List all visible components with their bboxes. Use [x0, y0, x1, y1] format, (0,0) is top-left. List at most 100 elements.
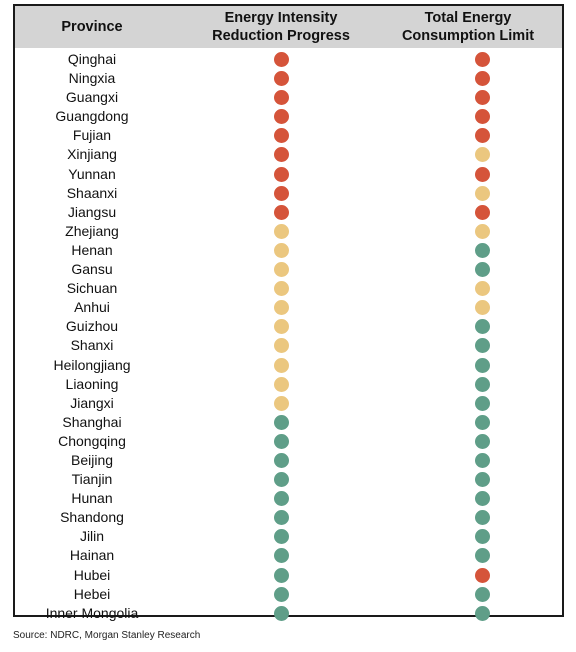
total-energy-status-dot — [475, 567, 490, 583]
table-row: Fujian — [15, 126, 562, 145]
total-energy-status-dot — [475, 262, 490, 278]
total-energy-status-dot — [475, 300, 490, 316]
table-row: Hubei — [15, 566, 562, 585]
energy-intensity-status-dot — [274, 357, 289, 373]
table-body: Qinghai Ningxia Guangxi Guangdong Fujian Xinj… — [15, 50, 562, 623]
table-row: Shanxi — [15, 336, 562, 355]
province-label: Hainan — [69, 547, 115, 564]
province-label: Heilongjiang — [53, 356, 131, 373]
province-label: Qinghai — [67, 51, 117, 67]
table-row: Inner Mongolia — [15, 604, 562, 623]
province-label: Hubei — [73, 566, 111, 583]
total-energy-status-dot — [475, 452, 490, 468]
energy-intensity-status-dot — [274, 52, 289, 67]
province-label: Tianjin — [71, 471, 113, 488]
province-label: Hunan — [71, 490, 113, 507]
total-energy-status-dot — [475, 52, 490, 67]
energy-intensity-status-dot — [274, 395, 289, 411]
table-row: Guizhou — [15, 317, 562, 336]
total-energy-status-dot — [475, 71, 490, 87]
energy-intensity-status-dot — [274, 567, 289, 583]
energy-intensity-status-dot — [274, 376, 289, 392]
total-energy-status-dot — [475, 185, 490, 201]
province-label: Gansu — [71, 261, 113, 278]
table-row: Jiangxi — [15, 394, 562, 413]
table-row: Hainan — [15, 546, 562, 565]
province-label: Sichuan — [66, 280, 118, 297]
province-label: Yunnan — [68, 165, 116, 182]
energy-intensity-status-dot — [274, 452, 289, 468]
province-label: Zhejiang — [65, 222, 119, 239]
province-label: Henan — [71, 241, 113, 258]
table-row: Tianjin — [15, 470, 562, 489]
table-row: Liaoning — [15, 375, 562, 394]
province-label: Inner Mongolia — [45, 604, 139, 621]
province-label: Xinjiang — [67, 146, 117, 163]
total-energy-status-dot — [475, 414, 490, 430]
total-energy-status-dot — [475, 433, 490, 449]
province-label: Guangdong — [55, 108, 129, 125]
province-label: Shaanxi — [66, 184, 118, 201]
energy-intensity-status-dot — [274, 300, 289, 316]
total-energy-status-dot — [475, 357, 490, 373]
province-label: Beijing — [70, 451, 114, 468]
energy-intensity-status-dot — [274, 338, 289, 354]
province-label: Liaoning — [65, 375, 119, 392]
energy-intensity-status-dot — [274, 548, 289, 564]
energy-intensity-status-dot — [274, 281, 289, 297]
table-row: Anhui — [15, 298, 562, 317]
table-row: Hebei — [15, 585, 562, 604]
total-energy-status-dot — [475, 472, 490, 488]
province-label: Guizhou — [65, 318, 119, 335]
energy-intensity-status-dot — [274, 529, 289, 545]
province-label: Ningxia — [68, 70, 116, 87]
table-row: Sichuan — [15, 279, 562, 298]
province-label: Shandong — [60, 509, 124, 526]
province-label: Jiangsu — [67, 203, 117, 220]
total-energy-status-dot — [475, 242, 490, 258]
table-row: Hunan — [15, 489, 562, 508]
energy-intensity-status-dot — [274, 605, 289, 621]
province-label: Anhui — [74, 299, 110, 316]
table-row: Yunnan — [15, 165, 562, 184]
table-row: Qinghai — [15, 50, 562, 69]
energy-intensity-status-dot — [274, 204, 289, 220]
table-row: Henan — [15, 241, 562, 260]
energy-intensity-status-dot — [274, 223, 289, 239]
energy-intensity-status-dot — [274, 472, 289, 488]
province-label: Shanghai — [62, 413, 122, 430]
energy-intensity-status-dot — [274, 433, 289, 449]
table-row: Ningxia — [15, 69, 562, 88]
table-row: Shanghai — [15, 413, 562, 432]
energy-intensity-status-dot — [274, 90, 289, 106]
status-table: Province Energy Intensity Reduction Prog… — [13, 4, 564, 621]
energy-intensity-status-dot — [274, 586, 289, 602]
total-energy-status-dot — [475, 204, 490, 220]
table-row: Xinjiang — [15, 145, 562, 164]
energy-intensity-status-dot — [274, 147, 289, 163]
province-label: Guangxi — [65, 89, 119, 106]
total-energy-status-dot — [475, 548, 490, 564]
energy-intensity-status-dot — [274, 128, 289, 144]
total-energy-status-dot — [475, 586, 490, 602]
total-energy-status-dot — [475, 109, 490, 125]
total-energy-status-dot — [475, 605, 490, 621]
energy-intensity-status-dot — [274, 109, 289, 125]
province-label: Shanxi — [70, 337, 114, 354]
province-label: Hebei — [73, 585, 111, 602]
province-label: Jilin — [79, 528, 105, 545]
total-energy-status-dot — [475, 395, 490, 411]
table-row: Zhejiang — [15, 222, 562, 241]
province-label: Jiangxi — [70, 394, 114, 411]
energy-intensity-status-dot — [274, 491, 289, 507]
table-row: Shandong — [15, 508, 562, 527]
total-energy-status-dot — [475, 338, 490, 354]
table-row: Gansu — [15, 260, 562, 279]
energy-intensity-status-dot — [274, 166, 289, 182]
column-header-province: Province — [61, 19, 123, 35]
energy-intensity-status-dot — [274, 71, 289, 87]
table-row: Heilongjiang — [15, 356, 562, 375]
column-header-energy-intensity: Energy Intensity Reduction Progress — [212, 10, 350, 44]
total-energy-status-dot — [475, 529, 490, 545]
energy-intensity-status-dot — [274, 414, 289, 430]
